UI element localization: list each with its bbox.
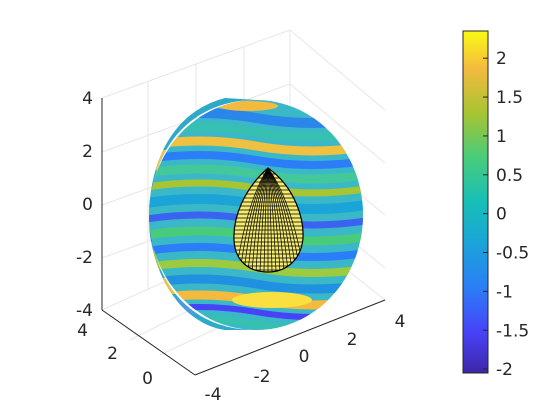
z-tick-label: 4 — [82, 89, 93, 109]
colorbar-tick-label: -0.5 — [496, 244, 529, 264]
colorbar-tick-label: 1 — [496, 127, 507, 147]
mesh-line — [259, 168, 269, 272]
grid-line — [289, 83, 386, 164]
z-tick-label: 2 — [82, 142, 93, 162]
y-tick-label: 4 — [395, 312, 406, 332]
wave-band — [149, 136, 363, 156]
wave-band — [149, 164, 363, 184]
colorbar-tick-label: -2 — [496, 360, 513, 380]
y-tick-label: -2 — [254, 367, 271, 387]
y-tick-label: 0 — [299, 347, 310, 367]
mesh-line — [267, 168, 293, 272]
x-tick-label: 4 — [77, 321, 88, 341]
colorbar-ticks: 2 1.5 1 0.5 0 -0.5 -1 -1.5 -2 — [483, 49, 529, 380]
axis-lines — [101, 98, 386, 376]
mesh-line — [267, 168, 297, 272]
wave-band — [149, 274, 363, 294]
mesh-line — [247, 168, 269, 272]
mesh-line — [255, 168, 269, 272]
colorbar-tick-label: -1 — [496, 282, 513, 302]
mesh-line — [263, 168, 269, 272]
mesh-line — [267, 168, 289, 272]
x-tick-labels: 42 0 — [77, 321, 153, 389]
wave-band — [149, 108, 363, 128]
x-tick-label: 2 — [107, 344, 118, 364]
z-tick-label: 0 — [82, 195, 93, 215]
colorbar-tick-label: -1.5 — [496, 321, 529, 341]
mesh-line — [267, 168, 285, 272]
y-axis-line — [194, 299, 386, 376]
mesh-line — [267, 168, 281, 272]
z-tick-label: -4 — [76, 301, 93, 321]
mesh-line — [243, 168, 269, 272]
z-tick-label: -2 — [76, 248, 93, 268]
scatterer — [233, 167, 304, 273]
mesh-line — [267, 168, 273, 272]
colorbar-tick-label: 2 — [496, 49, 507, 69]
y-tick-labels: -4 -2 0 2 4 — [205, 312, 406, 405]
mesh-line — [239, 168, 269, 272]
colorbar-tick-label: 0 — [496, 205, 507, 225]
wave-hotspot — [218, 101, 278, 111]
x-tick-label: 0 — [142, 369, 153, 389]
y-tick-label: 2 — [347, 330, 358, 350]
z-tick-labels: 4 2 0 -2 -4 — [76, 89, 93, 321]
colorbar-tick-label: 1.5 — [496, 88, 523, 108]
x-axis-line — [101, 309, 196, 376]
wave-hotspot — [232, 292, 312, 308]
colorbar-tick-label: 0.5 — [496, 166, 523, 186]
y-tick-label: -4 — [205, 385, 222, 405]
grid-line — [289, 29, 386, 111]
mesh-line — [267, 168, 277, 272]
colorbar: 2 1.5 1 0.5 0 -0.5 -1 -1.5 -2 — [462, 30, 529, 380]
wave-band — [149, 151, 363, 169]
colorbar-gradient — [462, 30, 489, 374]
wave-band — [149, 315, 363, 330]
mesh-line — [251, 168, 269, 272]
